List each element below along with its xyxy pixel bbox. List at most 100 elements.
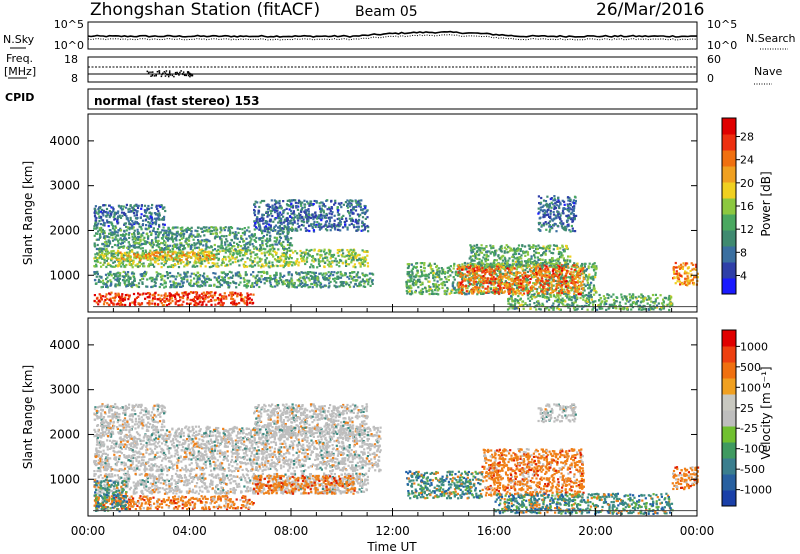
power-cell [146,215,149,218]
power-cell [324,220,328,224]
power-cell [364,226,367,229]
power-cell [297,219,300,222]
power-cell [265,210,268,214]
power-cell [170,238,173,241]
power-cell [242,299,245,302]
power-cell [150,232,153,235]
power-cell [441,268,444,271]
power-cell [172,226,175,229]
power-cell [157,272,160,275]
nsearch-tick-bottom: 10^0 [707,39,737,52]
power-cell [164,256,167,259]
power-cell [465,284,468,288]
power-cell [234,248,237,251]
power-cell [153,217,157,220]
power-cell [465,278,468,281]
power-cell [183,247,187,250]
power-cell [341,274,344,277]
power-cell [179,262,183,265]
power-cell [110,282,113,285]
power-cell [357,200,360,203]
power-cell [446,290,449,293]
power-cell [477,288,480,291]
power-cell [167,246,170,250]
power-cell [220,301,223,304]
power-cell [269,224,272,227]
power-cell [548,292,551,296]
power-cell [175,234,179,238]
power-cell [197,303,200,306]
power-cell [510,290,513,293]
power-cell [193,242,196,245]
power-cell [96,260,100,263]
power-cell [323,224,326,227]
power-cell [417,286,420,289]
power-cell [154,236,157,239]
power-cell [525,285,529,288]
power-cell [419,283,422,286]
power-cell [304,227,307,230]
power-cell [479,262,482,265]
power-cell [408,263,411,266]
power-cell [93,234,96,237]
power-cell [200,296,203,299]
power-cell [134,220,137,223]
power-cell [124,274,127,277]
power-cell [96,270,99,273]
power-cell [117,260,120,263]
power-cell [120,253,123,256]
power-cell [219,237,222,240]
power-cell [338,217,341,220]
power-cell [157,210,160,213]
power-cell [338,224,341,227]
power-cell [310,200,313,203]
power-cell [581,284,584,287]
power-cell [144,210,147,213]
power-cell [254,276,257,279]
nave-label: Nave [754,65,782,78]
power-cell [110,221,113,224]
nave-tick-bottom: 0 [707,72,714,85]
power-cell [148,300,151,303]
power-cell [208,250,211,253]
power-cell [352,279,355,282]
power-cell [200,260,203,263]
power-cell [106,302,109,305]
power-cell [276,260,279,263]
power-cell [468,274,471,277]
power-cell [317,280,320,283]
power-cell [122,299,125,302]
power-cell [240,293,243,297]
power-cell [190,230,193,233]
power-cell [231,303,235,306]
power-cell [429,266,432,269]
power-cell [204,278,207,281]
power-cell [119,245,122,248]
power-cell [359,205,362,208]
power-cell [128,243,131,246]
power-cell [286,243,289,246]
power-cell [177,282,180,285]
power-cell [160,248,163,251]
power-cell [248,235,251,238]
power-cell [309,266,312,269]
power-cell [290,199,293,202]
power-cell [319,253,322,257]
power-cell [113,243,117,247]
power-cell [318,202,321,205]
power-cell [99,296,103,299]
power-cell [199,265,202,268]
power-cell [134,237,137,240]
power-cell [99,256,102,259]
power-cell [181,296,185,300]
nave-point [176,71,178,74]
power-cell [147,207,150,211]
power-cell [198,278,201,281]
power-cell [195,301,198,305]
power-cell [252,271,255,274]
power-cell [294,199,297,202]
power-cell [156,214,159,217]
power-cell [216,265,219,268]
power-cell [156,207,159,210]
